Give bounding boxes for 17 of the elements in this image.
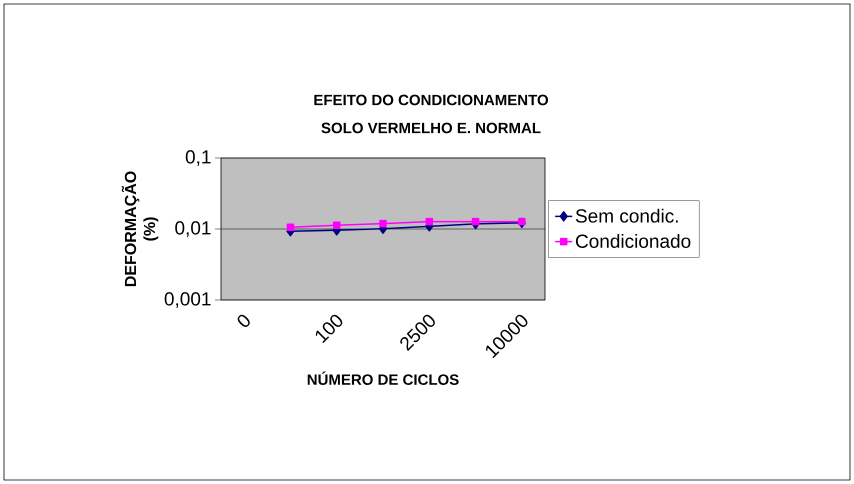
x-tick-label: 100 (316, 314, 342, 344)
y-tick-label: 0,001 (164, 292, 211, 308)
legend-label: Sem condic. (576, 208, 678, 223)
y-axis-title: DEFORMAÇÃO (%) (122, 171, 158, 286)
y-tick-label: 0,01 (175, 221, 211, 237)
point (518, 218, 526, 226)
chart-title: EFEITO DO CONDICIONAMENTO (314, 94, 548, 106)
y-tick-label: 0,1 (186, 150, 211, 166)
point (426, 218, 434, 226)
legend-label: Condicionado (576, 234, 690, 248)
point (472, 218, 480, 226)
point (379, 220, 387, 228)
point (332, 221, 340, 229)
chart-subtitle: SOLO VERMELHO E. NORMAL (321, 122, 541, 134)
x-axis-title: NÚMERO DE CICLOS (308, 372, 459, 385)
x-tick-label: 0 (238, 314, 250, 327)
point (286, 223, 294, 231)
